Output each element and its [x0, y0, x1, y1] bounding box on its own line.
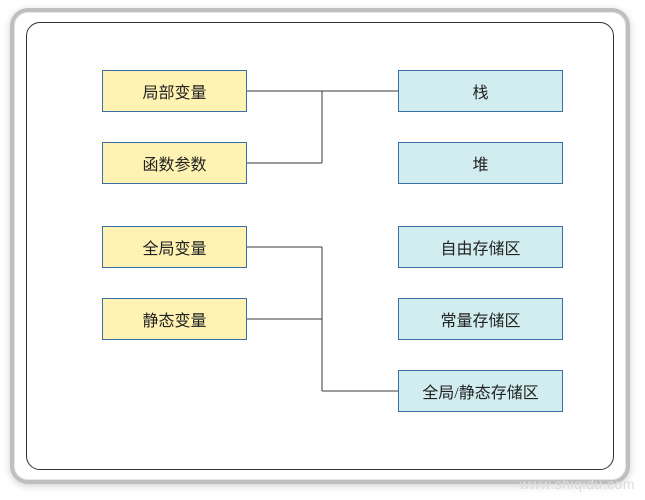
left-node-func_param: 函数参数: [102, 142, 247, 184]
right-node-free_store: 自由存储区: [398, 226, 563, 268]
left-node-label: 全局变量: [142, 235, 206, 259]
right-node-label: 栈: [472, 79, 488, 103]
right-node-label: 自由存储区: [440, 235, 520, 259]
right-node-const_store: 常量存储区: [398, 298, 563, 340]
watermark-text: www.shiqidu.com: [519, 476, 635, 492]
diagram-stage: www.shiqidu.com 局部变量函数参数全局变量静态变量 栈堆自由存储区常…: [0, 0, 645, 500]
right-node-label: 全局/静态存储区: [422, 379, 538, 403]
left-node-label: 静态变量: [142, 307, 206, 331]
right-node-label: 常量存储区: [440, 307, 520, 331]
left-node-local_var: 局部变量: [102, 70, 247, 112]
right-node-stack: 栈: [398, 70, 563, 112]
left-node-static_var: 静态变量: [102, 298, 247, 340]
left-node-global_var: 全局变量: [102, 226, 247, 268]
right-node-heap: 堆: [398, 142, 563, 184]
right-node-global_store: 全局/静态存储区: [398, 370, 563, 412]
left-node-label: 函数参数: [142, 151, 206, 175]
left-node-label: 局部变量: [142, 79, 206, 103]
right-node-label: 堆: [472, 151, 488, 175]
